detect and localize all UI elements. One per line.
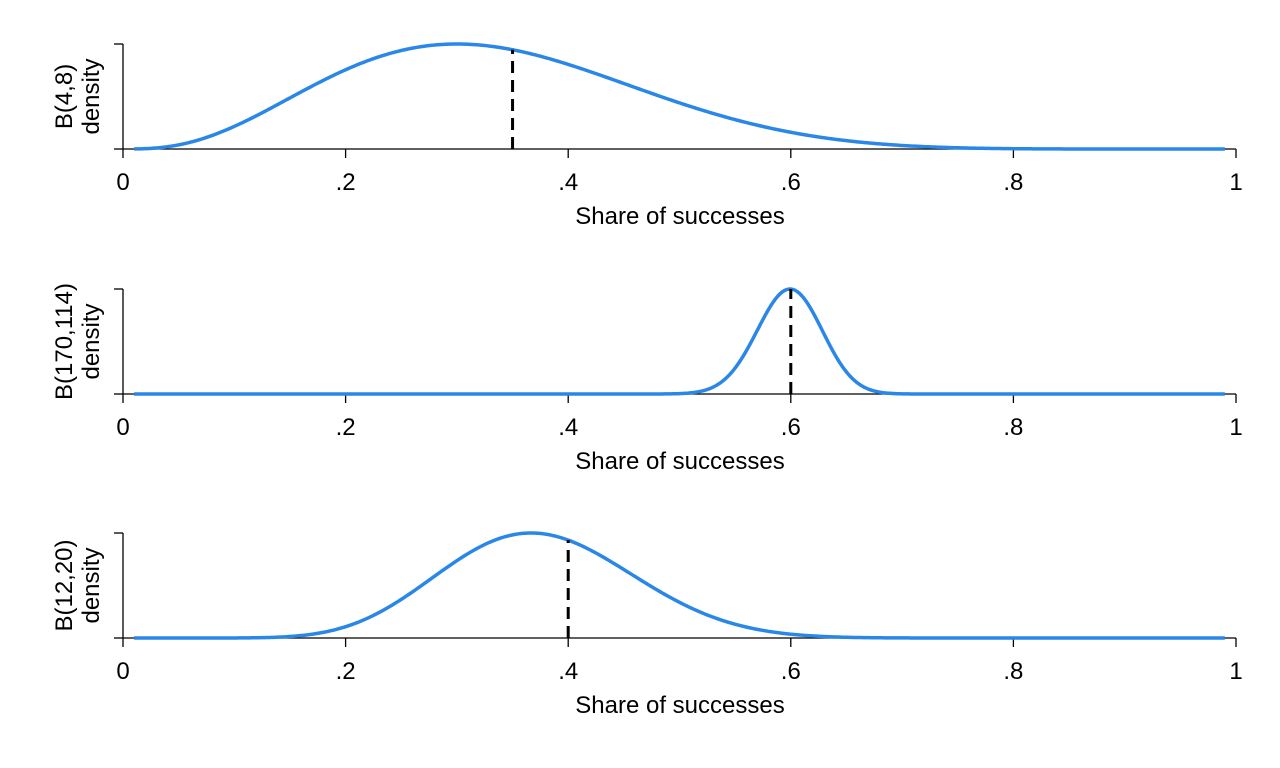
x-axis-title: Share of successes — [575, 203, 784, 230]
x-tick-label: .8 — [1003, 414, 1023, 441]
y-label-distribution: B(12,20) — [51, 539, 78, 631]
y-label-density: density — [78, 58, 105, 134]
x-axis-title: Share of successes — [575, 448, 784, 475]
y-label-distribution: B(4,8) — [51, 64, 78, 129]
x-axis-title: Share of successes — [575, 692, 784, 719]
panel-b-12-20: B(12,20) density Share of successes 0 .2.… — [51, 531, 1243, 719]
density-curve — [134, 287, 1225, 396]
y-label-density: density — [78, 303, 105, 379]
density-curve — [134, 531, 1225, 640]
x-tick-label: .4 — [558, 658, 578, 685]
y-label-density: density — [78, 547, 105, 623]
y-label-distribution: B(170,114) — [51, 283, 78, 400]
panel-b-4-8: B(4,8) density Share of successes 0 .2 .4.… — [51, 42, 1243, 230]
panel-b-170-114: B(170,114) density Share of successes 0.… — [51, 283, 1243, 475]
x-tick-label: .2 — [336, 169, 356, 196]
x-tick-label: 1 — [1229, 658, 1242, 685]
x-tick-label: 1 — [1229, 414, 1242, 441]
x-tick-label: .6 — [781, 169, 801, 196]
x-tick-label: .8 — [1003, 658, 1023, 685]
x-tick-label: .6 — [781, 658, 801, 685]
x-tick-label: 0 — [116, 658, 129, 685]
x-tick-label: .2 — [336, 414, 356, 441]
x-tick-label: .2 — [336, 658, 356, 685]
x-tick-label: .6 — [781, 414, 801, 441]
x-tick-label: .4 — [558, 169, 578, 196]
x-tick-label: .4 — [558, 414, 578, 441]
x-tick-label: 0 — [116, 414, 129, 441]
density-curve — [134, 42, 1225, 151]
x-tick-label: .8 — [1003, 169, 1023, 196]
x-tick-label: 1 — [1229, 169, 1242, 196]
x-tick-label: 0 — [116, 169, 129, 196]
